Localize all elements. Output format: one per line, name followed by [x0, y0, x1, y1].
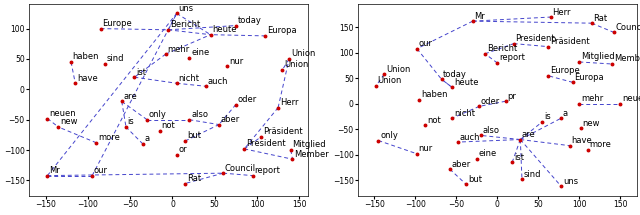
- Text: oder: oder: [481, 97, 500, 106]
- Text: Union: Union: [291, 49, 315, 58]
- Text: Council: Council: [616, 23, 640, 32]
- Text: a: a: [563, 109, 568, 118]
- Text: new: new: [582, 119, 600, 128]
- Text: Rat: Rat: [187, 174, 201, 183]
- Text: Herr: Herr: [552, 8, 571, 17]
- Text: aber: aber: [221, 115, 240, 124]
- Text: only: only: [149, 110, 166, 119]
- Text: pr: pr: [507, 92, 516, 101]
- Text: our: our: [94, 166, 108, 175]
- Text: heute: heute: [454, 78, 478, 87]
- Text: Mr: Mr: [474, 12, 485, 21]
- Text: Bericht: Bericht: [170, 20, 200, 29]
- Text: Mr: Mr: [49, 166, 60, 175]
- Text: neuen: neuen: [49, 109, 76, 118]
- Text: today: today: [444, 70, 467, 79]
- Text: Mitglied: Mitglied: [292, 140, 326, 149]
- Text: auch: auch: [208, 77, 228, 86]
- Text: President: President: [246, 139, 285, 148]
- Text: Mitglied: Mitglied: [581, 52, 614, 61]
- Text: but: but: [187, 131, 201, 140]
- Text: report: report: [499, 54, 525, 63]
- Text: eine: eine: [191, 48, 209, 57]
- Text: Europe: Europe: [550, 66, 580, 75]
- Text: sind: sind: [524, 170, 541, 179]
- Text: sind: sind: [106, 54, 124, 63]
- Text: not: not: [427, 116, 440, 125]
- Text: have: have: [77, 74, 98, 83]
- Text: ist: ist: [136, 68, 146, 77]
- Text: nicht: nicht: [179, 74, 200, 83]
- Text: uns: uns: [179, 4, 193, 13]
- Text: nur: nur: [229, 57, 243, 66]
- Text: Union: Union: [284, 60, 308, 69]
- Text: Präsident: Präsident: [263, 127, 303, 136]
- Text: mehr: mehr: [581, 94, 604, 103]
- Text: Europe: Europe: [102, 19, 132, 28]
- Text: Council: Council: [225, 164, 256, 173]
- Text: Member: Member: [614, 54, 640, 63]
- Text: ist: ist: [514, 153, 524, 162]
- Text: is: is: [128, 117, 134, 126]
- Text: our: our: [419, 39, 433, 48]
- Text: Herr: Herr: [280, 98, 298, 107]
- Text: nicht: nicht: [454, 109, 475, 118]
- Text: oder: oder: [237, 95, 257, 104]
- Text: but: but: [468, 175, 482, 184]
- Text: Union: Union: [386, 65, 410, 74]
- Text: more: more: [98, 133, 120, 142]
- Text: auch: auch: [460, 133, 480, 141]
- Text: today: today: [237, 16, 261, 25]
- Text: nur: nur: [419, 144, 433, 153]
- Text: are: are: [522, 130, 536, 139]
- Text: Präsident: Präsident: [550, 37, 589, 46]
- Text: new: new: [60, 117, 77, 126]
- Text: is: is: [544, 112, 551, 121]
- Text: Europa: Europa: [267, 26, 297, 35]
- Text: not: not: [161, 121, 175, 130]
- Text: aber: aber: [451, 160, 470, 169]
- Text: also: also: [483, 126, 500, 135]
- Text: heute: heute: [212, 25, 237, 34]
- Text: are: are: [124, 92, 137, 101]
- Text: have: have: [571, 136, 592, 145]
- Text: neuen: neuen: [622, 94, 640, 103]
- Text: President: President: [515, 34, 555, 43]
- Text: haben: haben: [73, 52, 99, 61]
- Text: more: more: [589, 140, 611, 149]
- Text: Bericht: Bericht: [486, 44, 517, 53]
- Text: Union: Union: [378, 76, 402, 85]
- Text: mehr: mehr: [168, 45, 189, 54]
- Text: report: report: [255, 166, 280, 175]
- Text: uns: uns: [563, 177, 578, 186]
- Text: a: a: [145, 134, 150, 143]
- Text: Rat: Rat: [593, 14, 607, 23]
- Text: or: or: [179, 145, 187, 154]
- Text: only: only: [380, 131, 398, 140]
- Text: also: also: [191, 110, 208, 119]
- Text: Member: Member: [294, 150, 329, 159]
- Text: haben: haben: [421, 90, 447, 99]
- Text: Europa: Europa: [575, 73, 604, 82]
- Text: eine: eine: [479, 149, 497, 158]
